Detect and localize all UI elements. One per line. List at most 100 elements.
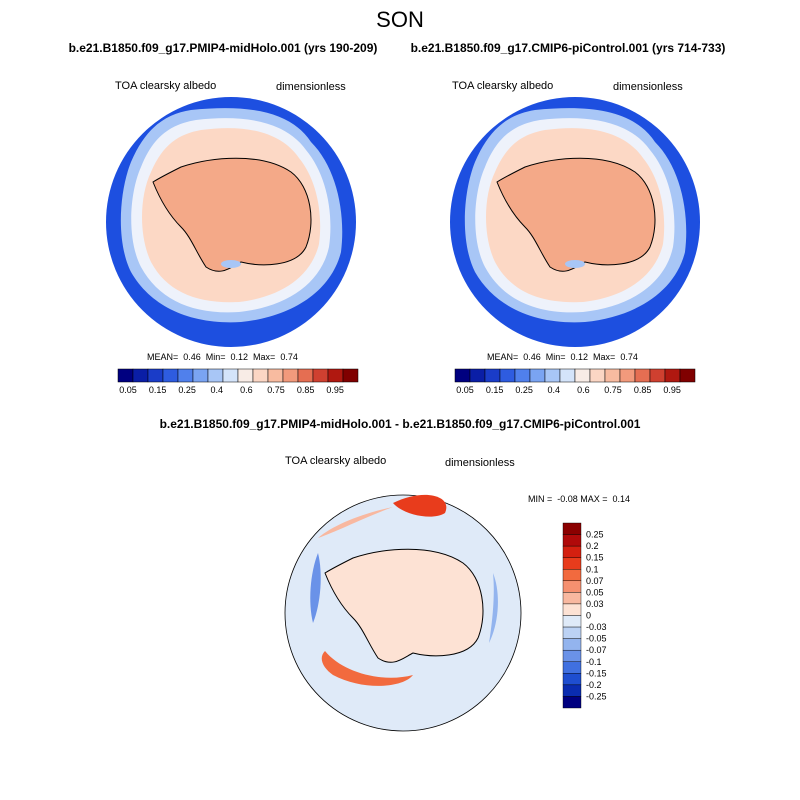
colorbar-label: 0.95 — [326, 385, 344, 395]
colorbar-box — [177, 368, 194, 383]
colorbar-box — [562, 545, 582, 558]
units-label: dimensionless — [613, 81, 683, 93]
colorbar-box — [484, 368, 501, 383]
colorbar-label: 0.05 — [456, 385, 474, 395]
colorbar-box — [619, 368, 636, 383]
colorbar-box — [544, 368, 561, 383]
colorbar-box — [562, 684, 582, 697]
colorbar-box — [562, 534, 582, 547]
variable-label: TOA clearsky albedo — [452, 80, 553, 92]
colorbar-label: 0.25 — [515, 385, 533, 395]
figure-title: SON — [376, 7, 424, 32]
colorbar-label: -0.15 — [586, 668, 607, 678]
colorbar-box — [562, 661, 582, 674]
colorbar-label: 0.4 — [211, 385, 224, 395]
panel-title: b.e21.B1850.f09_g17.CMIP6-piControl.001 … — [411, 41, 726, 55]
colorbar-box — [562, 580, 582, 593]
stats-label: MIN = -0.08 MAX = 0.14 — [528, 494, 630, 504]
colorbar-label: 0.07 — [586, 576, 604, 586]
colorbar-label: 0.05 — [119, 385, 137, 395]
colorbar-label: 0.05 — [586, 587, 604, 597]
colorbar-box — [664, 368, 681, 383]
units-label: dimensionless — [276, 81, 346, 93]
colorbar-label: 0.6 — [577, 385, 590, 395]
colorbar-label: 0.25 — [586, 530, 604, 540]
colorbar-box — [342, 368, 359, 383]
colorbar-label: -0.1 — [586, 657, 602, 667]
variable-label: TOA clearsky albedo — [285, 455, 386, 467]
colorbar-label: 0.15 — [149, 385, 167, 395]
units-label: dimensionless — [445, 457, 515, 469]
colorbar-box — [589, 368, 606, 383]
colorbar-box — [252, 368, 269, 383]
colorbar-box — [327, 368, 344, 383]
colorbar-label: 0.75 — [604, 385, 622, 395]
colorbar-box — [562, 649, 582, 662]
panel-title: b.e21.B1850.f09_g17.PMIP4-midHolo.001 (y… — [69, 41, 378, 55]
colorbar-label: 0.6 — [240, 385, 253, 395]
panel-title: b.e21.B1850.f09_g17.PMIP4-midHolo.001 - … — [160, 417, 641, 431]
colorbar-label: 0.15 — [586, 553, 604, 563]
colorbar-box — [562, 615, 582, 628]
colorbar-label: -0.05 — [586, 634, 607, 644]
colorbar-box — [312, 368, 329, 383]
colorbar-box — [562, 696, 582, 709]
colorbar-label: -0.25 — [586, 691, 607, 701]
colorbar-label: 0.2 — [586, 541, 599, 551]
colorbar-box — [562, 603, 582, 616]
colorbar-box — [562, 592, 582, 605]
colorbar-box — [562, 569, 582, 582]
colorbar-box — [529, 368, 546, 383]
colorbar-label: 0.03 — [586, 599, 604, 609]
colorbar-box — [237, 368, 254, 383]
stats-label: MEAN= 0.46 Min= 0.12 Max= 0.74 — [487, 352, 638, 362]
colorbar-box — [454, 368, 471, 383]
colorbar-box — [562, 557, 582, 570]
colorbar-label: -0.2 — [586, 680, 602, 690]
colorbar-box — [117, 368, 134, 383]
difference-map — [284, 494, 522, 732]
colorbar-label: 0.25 — [178, 385, 196, 395]
colorbar-box — [559, 368, 576, 383]
colorbar-box — [207, 368, 224, 383]
map — [105, 96, 357, 348]
map — [449, 96, 701, 348]
colorbar-label: 0.85 — [634, 385, 652, 395]
colorbar-box — [162, 368, 179, 383]
colorbar-box — [634, 368, 651, 383]
colorbar-box — [562, 522, 582, 535]
colorbar-box — [282, 368, 299, 383]
colorbar: 0.05 0.15 0.25 0.4 0.6 0.75 0.85 0.95 — [117, 368, 359, 395]
colorbar-label: 0.85 — [297, 385, 315, 395]
colorbar-box — [562, 638, 582, 651]
colorbar-box — [562, 673, 582, 686]
colorbar-box — [132, 368, 149, 383]
colorbar-box — [267, 368, 284, 383]
colorbar: 0.05 0.15 0.25 0.4 0.6 0.75 0.85 0.95 — [454, 368, 696, 395]
colorbar-box — [222, 368, 239, 383]
colorbar-box — [604, 368, 621, 383]
colorbar-box — [514, 368, 531, 383]
colorbar-box — [499, 368, 516, 383]
colorbar-box — [469, 368, 486, 383]
colorbar-label: -0.03 — [586, 622, 607, 632]
colorbar-label: 0 — [586, 611, 591, 621]
colorbar: 0.250.20.150.10.070.050.030-0.03-0.05-0.… — [562, 522, 607, 709]
colorbar-label: 0.1 — [586, 564, 599, 574]
variable-label: TOA clearsky albedo — [115, 80, 216, 92]
colorbar-box — [192, 368, 209, 383]
colorbar-label: 0.4 — [548, 385, 561, 395]
colorbar-box — [649, 368, 666, 383]
colorbar-label: 0.95 — [663, 385, 681, 395]
colorbar-box — [574, 368, 591, 383]
colorbar-label: -0.07 — [586, 645, 607, 655]
colorbar-label: 0.15 — [486, 385, 504, 395]
colorbar-box — [562, 626, 582, 639]
stats-label: MEAN= 0.46 Min= 0.12 Max= 0.74 — [147, 352, 298, 362]
colorbar-box — [147, 368, 164, 383]
colorbar-box — [679, 368, 696, 383]
colorbar-box — [297, 368, 314, 383]
colorbar-label: 0.75 — [267, 385, 285, 395]
